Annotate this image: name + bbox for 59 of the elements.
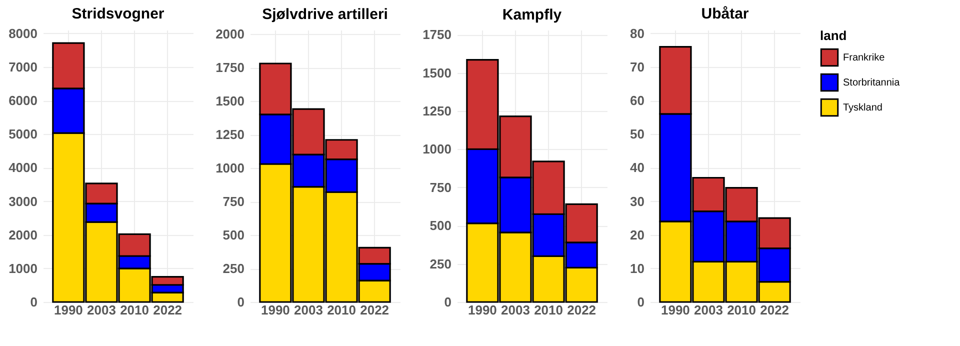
y-tick-label: 500 xyxy=(222,228,244,243)
y-tick-label: 60 xyxy=(630,93,644,108)
y-tick-label: 1000 xyxy=(422,142,452,157)
y-tick-label: 40 xyxy=(630,160,644,176)
chart-title: Ubåtar xyxy=(701,5,749,22)
y-tick-label: 1000 xyxy=(8,260,38,276)
x-tick-label: 1990 xyxy=(660,302,690,318)
x-tick-label: 2010 xyxy=(727,302,756,318)
y-tick-label: 5000 xyxy=(8,126,38,142)
y-tick-label: 1500 xyxy=(216,94,244,109)
x-tick-label: 2003 xyxy=(501,302,530,318)
legend-label: Frankrike xyxy=(843,52,886,64)
x-tick-label: 2003 xyxy=(694,302,723,318)
x-tick-label: 2022 xyxy=(360,302,390,318)
chart-title: Sjølvdrive artilleri xyxy=(262,6,388,24)
y-tick-label: 8000 xyxy=(8,26,38,41)
x-tick-label: 1990 xyxy=(468,302,497,318)
x-tick-label: 1990 xyxy=(260,302,290,318)
x-tick-label: 2010 xyxy=(534,302,563,318)
y-tick-label: 1500 xyxy=(422,65,452,80)
y-tick-label: 2000 xyxy=(216,26,244,42)
y-tick-label: 1750 xyxy=(216,60,244,76)
x-tick-label: 2022 xyxy=(153,302,182,318)
legend-title: land xyxy=(820,28,847,43)
legend-label: Storbritannia xyxy=(843,78,900,88)
y-tick-label: 0 xyxy=(30,294,38,310)
legend-label: Tyskland xyxy=(843,102,882,114)
x-tick-label: 2010 xyxy=(327,302,356,318)
y-tick-label: 750 xyxy=(430,180,452,195)
y-tick-label: 6000 xyxy=(8,93,38,108)
y-tick-label: 10 xyxy=(630,260,644,276)
y-tick-label: 250 xyxy=(222,261,244,276)
chart-title: Kampfly xyxy=(502,6,562,24)
chart-title: Stridsvogner xyxy=(72,5,164,22)
y-tick-label: 20 xyxy=(630,227,644,242)
x-tick-label: 2010 xyxy=(120,302,149,318)
x-tick-label: 2003 xyxy=(294,302,323,318)
y-tick-label: 0 xyxy=(237,294,244,310)
y-tick-label: 70 xyxy=(630,59,644,74)
y-tick-label: 500 xyxy=(430,218,452,234)
y-tick-label: 3000 xyxy=(8,194,38,209)
y-tick-label: 7000 xyxy=(8,59,38,74)
y-tick-label: 0 xyxy=(637,294,644,310)
y-tick-label: 1250 xyxy=(422,103,452,118)
x-tick-label: 2022 xyxy=(760,302,790,318)
y-tick-label: 250 xyxy=(430,256,452,272)
y-tick-label: 1000 xyxy=(216,160,244,176)
y-tick-label: 1750 xyxy=(422,27,452,42)
y-tick-label: 1250 xyxy=(216,127,244,142)
y-tick-label: 2000 xyxy=(8,227,38,242)
x-tick-label: 2022 xyxy=(567,302,596,318)
y-tick-label: 80 xyxy=(630,26,644,41)
y-tick-label: 50 xyxy=(630,126,644,142)
x-tick-label: 2003 xyxy=(87,302,116,318)
y-tick-label: 4000 xyxy=(8,160,38,176)
y-tick-label: 750 xyxy=(222,194,244,210)
x-tick-label: 1990 xyxy=(54,302,83,318)
y-tick-label: 30 xyxy=(630,194,644,209)
y-tick-label: 0 xyxy=(444,294,452,310)
